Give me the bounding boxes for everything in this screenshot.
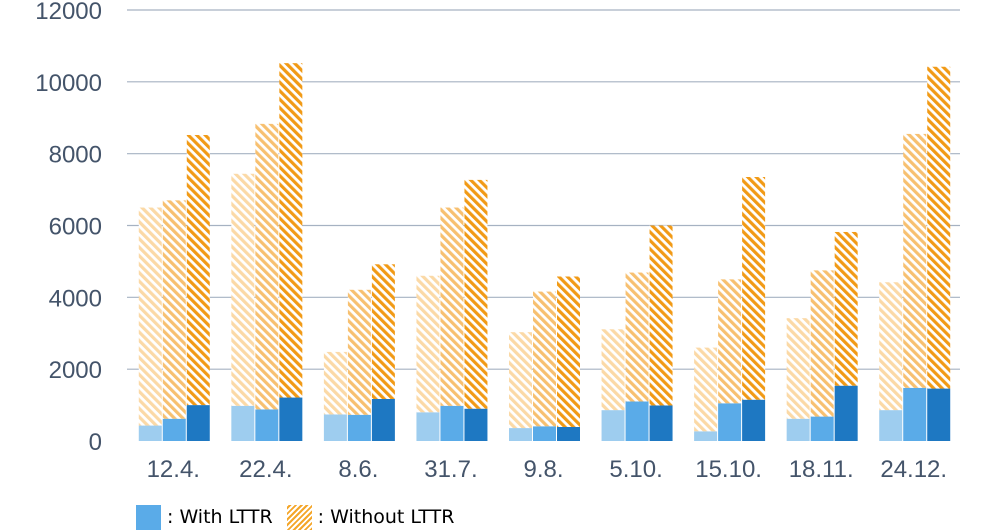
bar-with-lttr bbox=[323, 414, 347, 441]
bar-group bbox=[323, 264, 395, 441]
bar-without-lttr bbox=[440, 207, 464, 406]
bar-group bbox=[879, 66, 951, 441]
bar-without-lttr bbox=[162, 200, 186, 419]
bar-without-lttr bbox=[649, 225, 673, 406]
bar-with-lttr bbox=[255, 409, 279, 441]
bar-without-lttr bbox=[347, 289, 371, 415]
bar-with-lttr bbox=[440, 405, 464, 441]
bar-without-lttr bbox=[742, 177, 766, 400]
y-tick-label: 10000 bbox=[35, 70, 102, 97]
bar-without-lttr bbox=[323, 351, 347, 415]
bar-without-lttr bbox=[786, 318, 810, 419]
bar-without-lttr bbox=[903, 133, 927, 388]
bar-with-lttr bbox=[625, 401, 649, 441]
x-tick-label: 24.12. bbox=[880, 456, 947, 483]
bar-group bbox=[416, 179, 488, 441]
bar-without-lttr bbox=[464, 179, 488, 409]
bar-with-lttr bbox=[509, 428, 532, 441]
bar-without-lttr bbox=[625, 272, 649, 402]
bar-with-lttr bbox=[371, 398, 395, 441]
bar-without-lttr bbox=[694, 347, 718, 432]
legend-item-without-lttr: : Without LTTR bbox=[286, 504, 455, 530]
y-tick-label: 2000 bbox=[49, 357, 102, 384]
bar-without-lttr bbox=[557, 276, 580, 427]
legend-swatch-with-lttr bbox=[136, 504, 161, 530]
bar-without-lttr bbox=[416, 275, 440, 413]
bar-with-lttr bbox=[834, 385, 858, 441]
bar-without-lttr bbox=[879, 282, 903, 411]
legend-swatch-without-lttr bbox=[286, 504, 312, 530]
bar-with-lttr bbox=[786, 418, 810, 441]
bar-with-lttr bbox=[138, 425, 162, 441]
bar-without-lttr bbox=[279, 63, 303, 398]
x-tick-label: 22.4. bbox=[239, 456, 292, 483]
bar-without-lttr bbox=[834, 231, 858, 386]
x-tick-label: 31.7. bbox=[424, 456, 477, 483]
bar-group bbox=[231, 63, 303, 441]
bar-without-lttr bbox=[255, 123, 279, 410]
bar-with-lttr bbox=[694, 431, 718, 441]
bar-with-lttr bbox=[162, 418, 186, 441]
bar-without-lttr bbox=[138, 207, 162, 426]
bar-without-lttr bbox=[533, 291, 556, 427]
bar-without-lttr bbox=[231, 173, 255, 406]
bar-group bbox=[509, 276, 580, 441]
x-axis-ticks: 12.4. 22.4. 8.6. 31.7. 9.8. 5.10. 15.10. 18.11.… bbox=[147, 456, 948, 483]
bar-without-lttr bbox=[371, 264, 395, 399]
x-tick-label: 15.10. bbox=[695, 456, 762, 483]
bar-with-lttr bbox=[557, 426, 580, 441]
y-tick-label: 6000 bbox=[49, 214, 102, 241]
bar-with-lttr bbox=[231, 405, 255, 441]
x-tick-label: 5.10. bbox=[609, 456, 662, 483]
bar-group bbox=[601, 225, 673, 441]
bar-with-lttr bbox=[601, 410, 625, 441]
legend: : With LTTR : Without LTTR bbox=[136, 503, 468, 531]
bar-with-lttr bbox=[464, 408, 488, 441]
bar-with-lttr bbox=[279, 397, 303, 441]
bar-with-lttr bbox=[718, 403, 742, 441]
bar-with-lttr bbox=[742, 399, 766, 441]
bar-with-lttr bbox=[416, 412, 440, 441]
bar-without-lttr bbox=[810, 270, 834, 417]
bar-group bbox=[694, 177, 766, 441]
y-tick-label: 4000 bbox=[49, 285, 102, 312]
x-tick-label: 18.11. bbox=[789, 456, 854, 483]
y-tick-label: 0 bbox=[89, 429, 102, 456]
bar-with-lttr bbox=[903, 387, 927, 441]
bar-without-lttr bbox=[186, 134, 210, 406]
bar-with-lttr bbox=[879, 410, 903, 441]
bar-with-lttr bbox=[810, 416, 834, 441]
legend-label-without-lttr: : Without LTTR bbox=[317, 506, 455, 528]
bar-group bbox=[138, 134, 210, 441]
bar-without-lttr bbox=[601, 329, 625, 411]
legend-label-with-lttr: : With LTTR bbox=[167, 506, 273, 528]
x-tick-label: 8.6. bbox=[338, 456, 378, 483]
bar-without-lttr bbox=[927, 66, 951, 389]
x-tick-label: 9.8. bbox=[523, 456, 563, 483]
bar-with-lttr bbox=[347, 414, 371, 441]
bar-without-lttr bbox=[718, 279, 742, 404]
x-tick-label: 12.4. bbox=[147, 456, 200, 483]
bar-with-lttr bbox=[649, 405, 673, 441]
bars bbox=[138, 63, 951, 441]
bar-group bbox=[786, 231, 858, 441]
bar-chart: 0 2000 4000 6000 8000 10000 12000 12.4. 22.4. 8.… bbox=[35, 0, 960, 483]
bar-without-lttr bbox=[509, 332, 532, 429]
legend-item-with-lttr: : With LTTR bbox=[136, 504, 273, 530]
bar-with-lttr bbox=[533, 426, 556, 441]
y-tick-label: 8000 bbox=[49, 142, 102, 169]
bar-with-lttr bbox=[186, 405, 210, 441]
bar-with-lttr bbox=[927, 388, 951, 441]
y-axis-ticks: 0 2000 4000 6000 8000 10000 12000 bbox=[35, 0, 102, 456]
y-tick-label: 12000 bbox=[35, 0, 102, 25]
